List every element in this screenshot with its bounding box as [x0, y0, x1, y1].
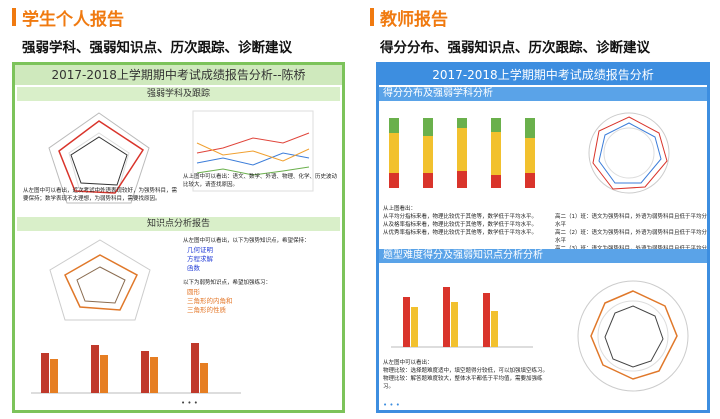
difficulty-bars	[391, 287, 533, 348]
line-note: 从上图中可以看出：语文、数学、外语、物理、化学、历史波动比较大，请查找原因。	[183, 174, 338, 188]
bar	[403, 297, 410, 347]
note-line: 高二（1）班：语文为强势科目，外语为弱势科目且低于平均分水平	[555, 214, 708, 228]
note-line: 从及格率指标来看，物理比较优于其他等，数学低于平均水平。	[383, 222, 538, 228]
radar-grid	[577, 280, 689, 392]
subtitle: 强弱学科、强弱知识点、历次跟踪、诊断建议	[22, 40, 292, 56]
radar-grid	[49, 239, 151, 321]
note-line: 从优秀率指标来看，物理比较优于其他等，数学低于平均水平。	[383, 230, 538, 236]
line-chart	[192, 110, 314, 192]
radar-series	[58, 120, 145, 194]
bar	[491, 311, 498, 347]
teacher-report: 2017-2018上学期期中考试成绩报告分析 得分分布及强弱学科分析 从上图看出…	[376, 62, 710, 413]
bar	[100, 355, 108, 393]
bar	[141, 351, 149, 393]
knowledge-radar	[577, 280, 689, 392]
bar	[411, 307, 418, 347]
radar-grid	[597, 300, 669, 372]
plot-frame	[192, 110, 314, 192]
note-line: 物理比较：解答题难度较大，整体水平都低于平均值，需要加强练习。	[383, 376, 543, 390]
strong-point: 几何证明	[187, 246, 213, 254]
radar-note: 从左图中可以看出，近次考试中外语表现较好，为强势科目，需要保持；数学表现不太理想…	[23, 188, 178, 202]
radar-series	[64, 254, 138, 311]
bar	[443, 287, 450, 347]
radar-grid	[603, 127, 655, 179]
strong-point: 方程求解	[187, 255, 213, 263]
strong-list: 几何证明 方程求解 函数	[187, 246, 213, 273]
trend-line	[196, 142, 310, 162]
bottom-label: 从左图中可以看出：	[383, 360, 433, 366]
bar	[41, 353, 49, 393]
weak-point: 三角形的内角和	[187, 297, 233, 305]
bar	[150, 357, 158, 393]
weak-point: 圆形	[187, 288, 200, 296]
bar	[200, 363, 208, 393]
bar	[483, 293, 490, 347]
student-report: 2017-2018上学期期中考试成绩报告分析--陈桥 强弱学科及跟踪 从左图中可…	[12, 62, 345, 413]
bar	[50, 359, 58, 393]
radar-grid	[588, 112, 670, 194]
radar-series	[590, 290, 678, 380]
radar-series	[604, 305, 664, 368]
pager: • • •	[383, 401, 400, 409]
radar-series	[598, 122, 662, 184]
radar-series	[76, 266, 126, 304]
trend-line	[196, 152, 310, 166]
left-notes: 从平均分指标来看，物理比较优于其他等，数学低于平均水平。 从及格率指标来看，物理比…	[383, 213, 548, 237]
stacked-bars	[389, 118, 535, 188]
accent-bar	[12, 8, 16, 26]
bar	[91, 345, 99, 393]
subtitle: 得分分布、强弱知识点、历次跟踪、诊断建议	[380, 40, 650, 56]
report-title: 2017-2018上学期期中考试成绩报告分析	[379, 65, 707, 85]
bar-chart: • • •	[31, 343, 241, 407]
bars	[389, 118, 535, 188]
radar-grid	[48, 112, 150, 204]
weak-label: 以下为弱势知识点，希望加强练习：	[183, 280, 272, 286]
section-title: 得分分布及强弱学科分析	[379, 87, 707, 101]
note-line: 从平均分指标来看，物理比较优于其他等，数学低于平均水平。	[383, 214, 538, 220]
note-line: 高二（2）班：语文为强势科目，外语为弱势科目且低于平均分水平	[555, 230, 708, 244]
section-title: 题型难度得分及强弱知识点分析分析	[379, 249, 707, 263]
bar	[191, 343, 199, 393]
weak-list: 圆形 三角形的内角和 三角形的性质	[187, 288, 233, 315]
radar-grid	[68, 132, 130, 189]
section-title: 知识点分析报告	[17, 217, 340, 231]
strong-label: 从左图中可以看出，以下为强势知识点，希望保持：	[183, 238, 310, 244]
bar	[451, 302, 458, 347]
radar-series	[70, 136, 128, 186]
note-line: 物理比较：选择题难度适中，填空题得分较低，可以加强填空练习。	[383, 368, 549, 374]
strong-point: 函数	[187, 264, 200, 272]
bottom-notes: 物理比较：选择题难度适中，填空题得分较低，可以加强填空练习。物理比较：解答题难度…	[383, 367, 553, 391]
heading: 教师报告	[380, 10, 448, 30]
weak-point: 三角形的性质	[187, 306, 226, 314]
radar-series	[592, 116, 668, 190]
section-title: 强弱学科及跟踪	[17, 87, 340, 101]
summary-label: 从上图看出：	[383, 206, 417, 212]
accent-bar	[370, 8, 374, 26]
heading: 学生个人报告	[22, 10, 124, 30]
knowledge-radar	[49, 239, 151, 321]
trend-line	[196, 166, 310, 176]
report-title: 2017-2018上学期期中考试成绩报告分析--陈桥	[15, 65, 342, 85]
class-radar	[588, 112, 670, 194]
pager: • • •	[181, 399, 198, 407]
trend-line	[196, 132, 310, 154]
radar-chart	[48, 112, 150, 204]
